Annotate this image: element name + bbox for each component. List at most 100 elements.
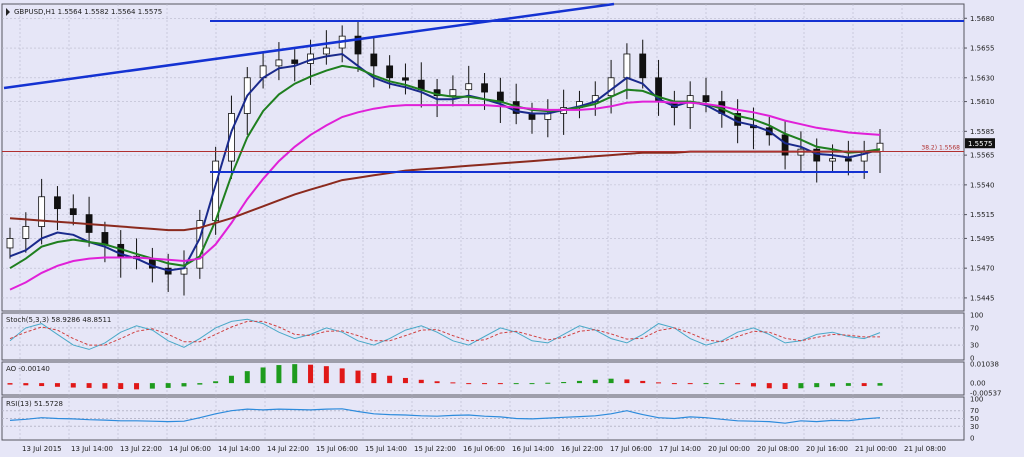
ao-bar <box>323 366 329 384</box>
ao-bar <box>782 383 788 390</box>
ao-bar <box>102 383 108 389</box>
ao-bar <box>292 364 298 384</box>
stoch-title: Stoch(5,3,3) 58.9286 48.8511 <box>6 316 111 324</box>
ao-bar <box>592 379 598 384</box>
ao-bar <box>766 383 772 389</box>
ao-bar <box>750 383 756 387</box>
y-tick-label: 1.5655 <box>970 45 995 53</box>
candle-body <box>496 91 504 102</box>
candle-body <box>781 134 789 156</box>
ao-bar <box>149 383 155 389</box>
y-tick-label: 1.5565 <box>970 152 995 160</box>
ao-bar <box>434 381 440 384</box>
candle-body <box>291 59 299 64</box>
x-tick-label: 16 Jul 06:00 <box>463 445 505 453</box>
x-tick-label: 16 Jul 14:00 <box>512 445 554 453</box>
ao-bar <box>165 383 171 388</box>
x-tick-label: 21 Jul 08:00 <box>904 445 946 453</box>
ao-bar <box>228 375 234 384</box>
stoch-y-tick-label: 100 <box>970 312 983 320</box>
ao-bar <box>39 383 45 387</box>
x-tick-label: 20 Jul 00:00 <box>708 445 750 453</box>
ao-bar <box>814 383 820 388</box>
ao-bar <box>276 365 282 384</box>
ao-title: AO -0.00140 <box>6 365 50 373</box>
rsi-title: RSI(13) 51.5728 <box>6 400 63 408</box>
ao-bar <box>719 383 725 385</box>
candle-body <box>481 83 488 93</box>
candle-body <box>22 226 30 239</box>
ao-y-tick-label: 0.01038 <box>970 361 999 369</box>
ao-bar <box>86 383 92 388</box>
main-chart-title: GBPUSD,H1 1.5564 1.5582 1.5564 1.5575 <box>14 8 162 16</box>
ao-bar <box>482 383 488 385</box>
ao-bar <box>624 379 630 384</box>
ao-bar <box>830 383 836 387</box>
x-tick-label: 21 Jul 00:00 <box>855 445 897 453</box>
candle-body <box>354 35 362 55</box>
ao-bar <box>735 383 741 385</box>
candle-body <box>402 77 409 81</box>
ao-bar <box>387 375 393 384</box>
ao-bar <box>877 383 883 386</box>
y-tick-label: 1.5495 <box>970 235 995 243</box>
ao-bar <box>687 383 693 385</box>
ao-bar <box>181 383 187 387</box>
candle-body <box>702 95 710 102</box>
x-tick-label: 14 Jul 14:00 <box>218 445 260 453</box>
ao-bar <box>561 382 567 384</box>
x-tick-label: 16 Jul 22:00 <box>561 445 603 453</box>
x-tick-label: 17 Jul 14:00 <box>659 445 701 453</box>
ao-bar <box>371 372 377 384</box>
ao-bar <box>861 383 867 387</box>
rsi-y-tick-label: 30 <box>970 423 979 431</box>
panel-ao <box>1 361 965 396</box>
rsi-y-tick-label: 0 <box>970 435 974 443</box>
last-price-tag <box>965 138 995 149</box>
ao-bar <box>213 381 219 384</box>
stoch-line <box>9 318 881 350</box>
ao-bar <box>308 364 314 384</box>
rising-trendline[interactable] <box>3 2 615 90</box>
rsi-y-tick-label: 100 <box>970 396 983 404</box>
ao-y-tick-label: -0.00537 <box>970 390 1001 398</box>
candle-body <box>322 47 330 55</box>
x-tick-label: 14 Jul 22:00 <box>267 445 309 453</box>
ao-bar <box>355 370 361 384</box>
candle-body <box>623 53 631 79</box>
ao-bar <box>197 383 203 385</box>
rsi-y-tick-label: 50 <box>970 415 979 423</box>
candle-body <box>6 238 14 249</box>
moving-average-line <box>9 52 881 272</box>
ao-bar <box>656 382 662 384</box>
ao-bar <box>260 367 266 384</box>
y-tick-label: 1.5540 <box>970 181 995 189</box>
ao-bar <box>545 382 551 384</box>
candle-body <box>465 83 473 91</box>
candle-body <box>275 59 283 67</box>
candle-body <box>228 113 235 162</box>
candle-body <box>829 158 836 162</box>
candle-body <box>69 208 77 216</box>
rsi-y-tick-label: 70 <box>970 407 979 415</box>
candle-body <box>607 77 615 97</box>
x-tick-label: 13 Jul 14:00 <box>71 445 113 453</box>
ao-bar <box>497 383 503 385</box>
last-price-label: 1.5575 <box>968 140 993 148</box>
candle-body <box>101 232 109 245</box>
ao-bar <box>640 380 646 384</box>
stoch-y-tick-label: 0 <box>970 355 974 363</box>
candle-body <box>38 196 46 227</box>
y-tick-label: 1.5515 <box>970 211 995 219</box>
ao-bar <box>671 383 677 385</box>
ao-bar <box>529 383 535 385</box>
stoch-y-tick-label: 30 <box>970 342 979 350</box>
ao-y-tick-label: 0.00 <box>970 380 986 388</box>
x-tick-label: 14 Jul 06:00 <box>169 445 211 453</box>
stoch-y-tick-label: 70 <box>970 324 979 332</box>
ao-bar <box>134 383 140 390</box>
x-tick-label: 15 Jul 06:00 <box>316 445 358 453</box>
ao-bar <box>339 368 345 384</box>
symbol-arrow-icon <box>6 8 10 16</box>
